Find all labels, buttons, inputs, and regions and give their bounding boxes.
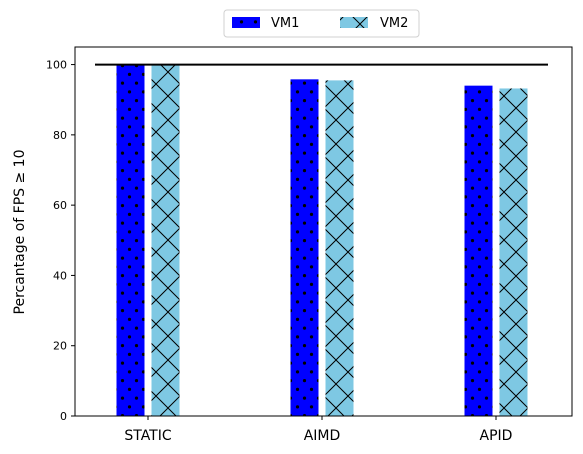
y-axis: 0 20 40 60 80 100 xyxy=(46,59,75,423)
bars-layer xyxy=(116,64,528,417)
bar-vm2-static xyxy=(151,64,180,417)
y-tick-label: 20 xyxy=(53,340,67,353)
y-axis-title: Percantage of FPS ≥ 10 xyxy=(12,150,28,315)
y-tick-label: 40 xyxy=(53,269,67,282)
bar-vm1-static xyxy=(116,64,145,417)
x-tick-label-apid: APID xyxy=(480,428,513,444)
legend-label-vm1: VM1 xyxy=(271,16,299,31)
y-tick-label: 80 xyxy=(53,129,67,142)
y-tick-label: 100 xyxy=(46,59,67,72)
legend-swatch-vm1 xyxy=(232,17,260,28)
y-tick-label: 60 xyxy=(53,199,67,212)
bar-vm1-apid xyxy=(464,85,493,417)
legend-swatch-vm2 xyxy=(340,17,368,28)
bar-vm1-aimd xyxy=(290,79,319,417)
legend-frame xyxy=(223,9,420,38)
bar-vm2-apid xyxy=(499,88,528,417)
x-tick-label-static: STATIC xyxy=(124,428,172,444)
legend: VM1 VM2 xyxy=(223,9,420,38)
x-tick-label-aimd: AIMD xyxy=(304,428,341,444)
x-axis: STATIC AIMD APID xyxy=(124,416,512,444)
bar-vm2-aimd xyxy=(325,80,354,416)
y-tick-label: 0 xyxy=(60,410,67,423)
legend-label-vm2: VM2 xyxy=(380,16,408,31)
plot-frame xyxy=(74,46,573,417)
